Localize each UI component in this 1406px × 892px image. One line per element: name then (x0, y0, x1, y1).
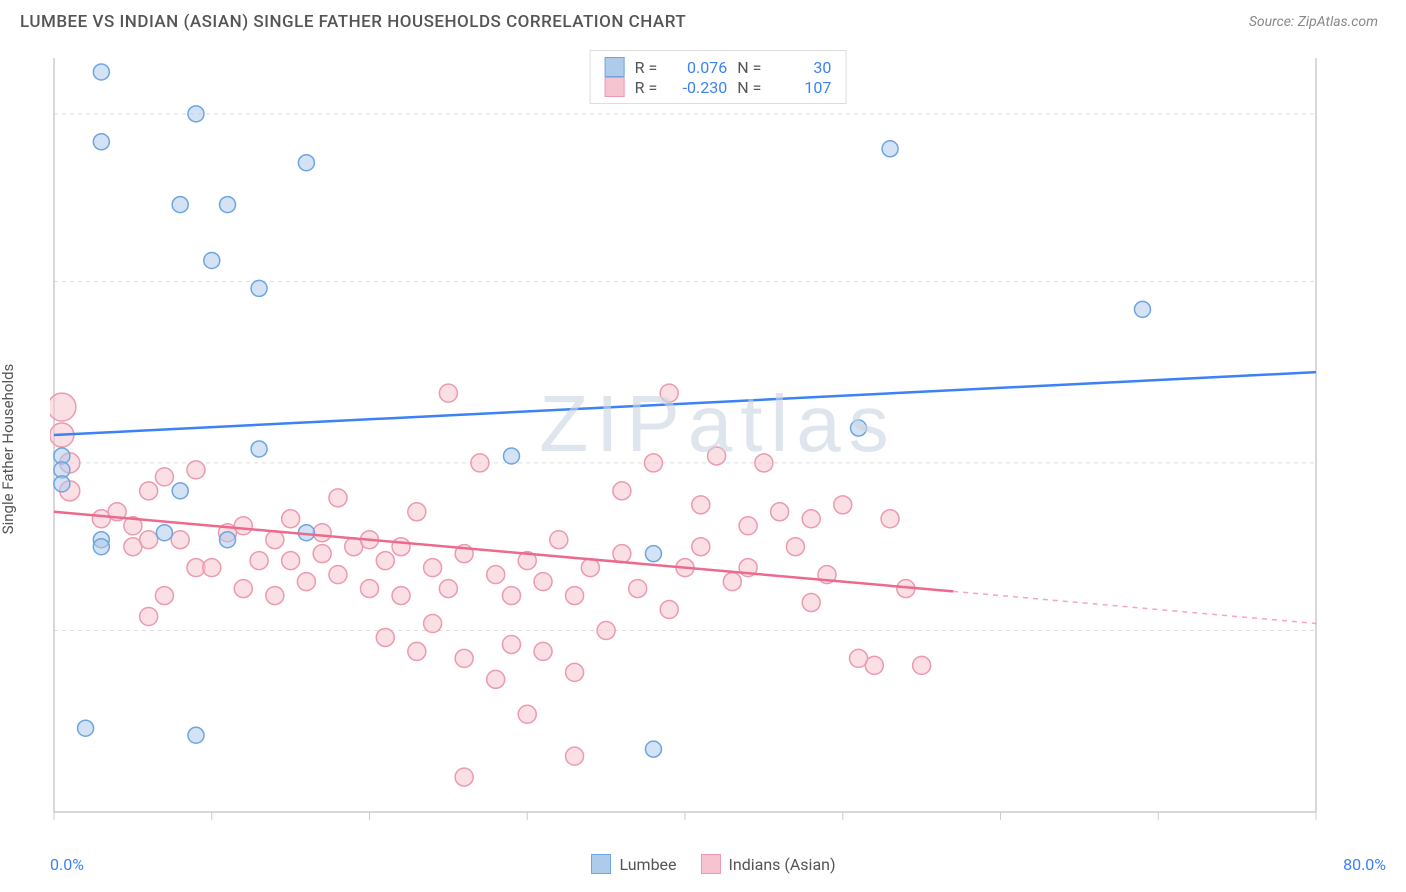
chart-area: Single Father Households ZIPatlas R = 0.… (50, 48, 1386, 832)
n-value: 30 (771, 58, 831, 77)
legend-swatch (605, 77, 625, 97)
legend-label: Indians (Asian) (729, 855, 836, 874)
legend-stats-row: R = -0.230 N = 107 (605, 77, 832, 97)
chart-footer: 0.0% Lumbee Indians (Asian) 80.0% (50, 854, 1386, 874)
x-axis-min: 0.0% (50, 855, 84, 874)
legend-swatch (701, 854, 721, 874)
legend-stats: R = 0.076 N = 30 R = -0.230 N = 107 (590, 50, 847, 104)
chart-source: Source: ZipAtlas.com (1249, 14, 1378, 30)
legend-item: Lumbee (591, 854, 676, 874)
legend-bottom: Lumbee Indians (Asian) (591, 854, 835, 874)
n-label: N = (737, 78, 761, 97)
chart-header: LUMBEE VS INDIAN (ASIAN) SINGLE FATHER H… (0, 0, 1406, 36)
legend-stats-row: R = 0.076 N = 30 (605, 57, 832, 77)
legend-swatch (591, 854, 611, 874)
legend-item: Indians (Asian) (701, 854, 836, 874)
scatter-plot (50, 48, 1386, 832)
r-value: 0.076 (667, 58, 727, 77)
r-value: -0.230 (667, 78, 727, 97)
legend-label: Lumbee (619, 855, 676, 874)
chart-title: LUMBEE VS INDIAN (ASIAN) SINGLE FATHER H… (20, 12, 686, 32)
x-axis-max: 80.0% (1343, 855, 1386, 874)
legend-swatch (605, 57, 625, 77)
n-value: 107 (771, 78, 831, 97)
n-label: N = (737, 58, 761, 77)
y-axis-label: Single Father Households (0, 364, 17, 535)
r-label: R = (635, 58, 658, 77)
r-label: R = (635, 78, 658, 97)
